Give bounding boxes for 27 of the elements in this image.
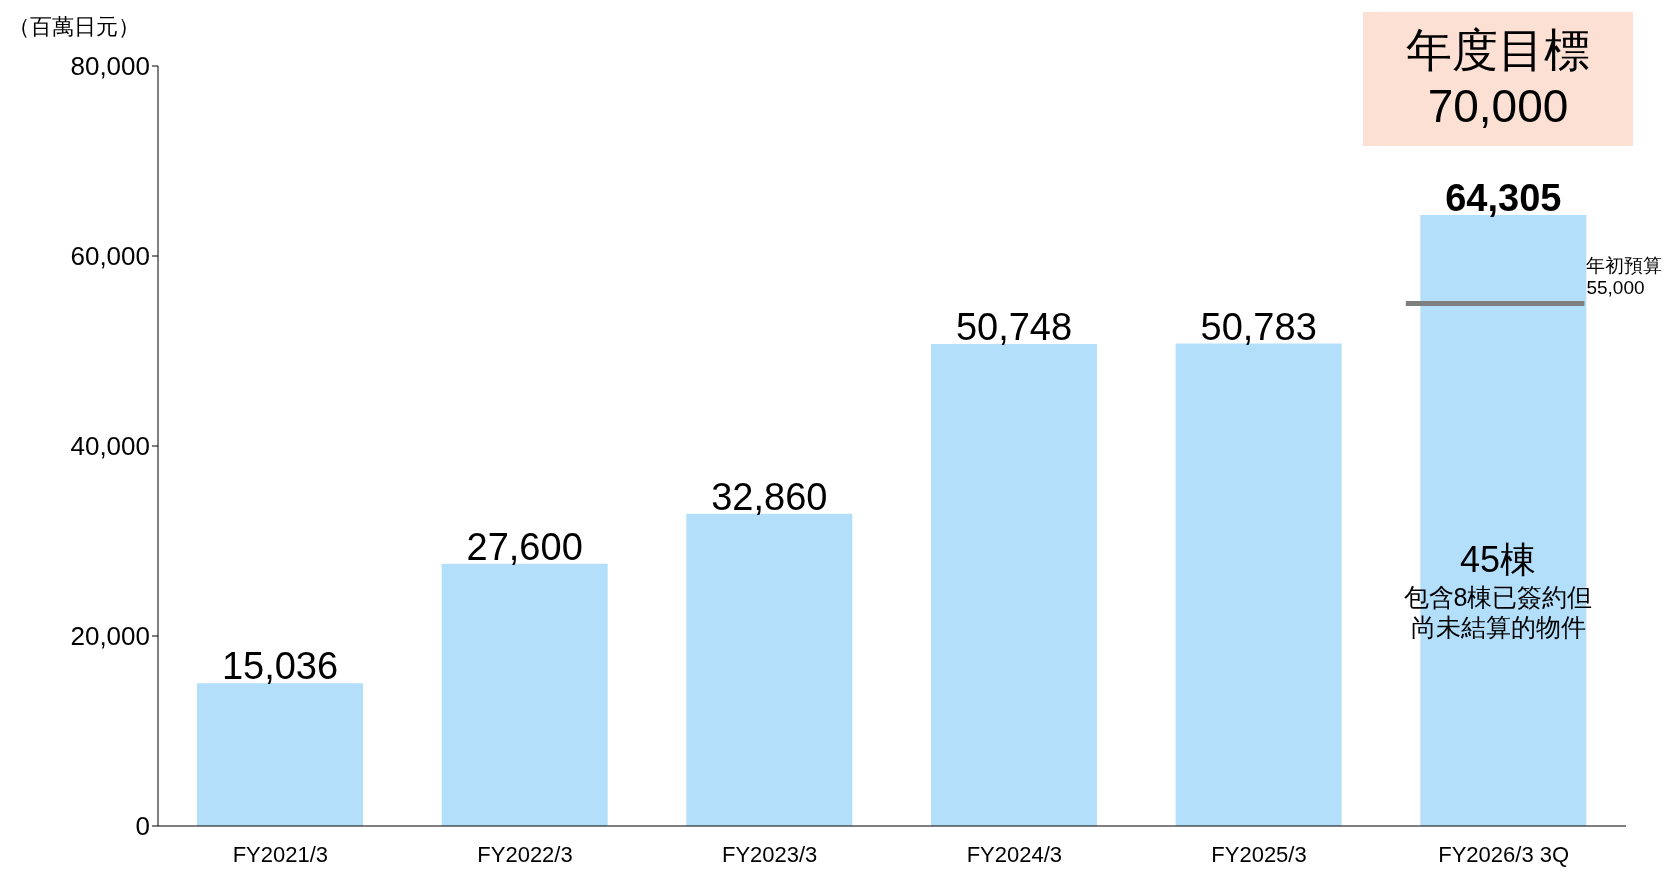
data-label: 50,748 (955, 305, 1073, 348)
y-tick-label: 60,000 (70, 241, 150, 272)
x-tick-label: FY2023/3 (721, 841, 818, 867)
y-axis-title: （百萬日元） (8, 13, 140, 41)
data-label: 50,783 (1200, 305, 1317, 348)
x-tick-label: FY2022/3 (477, 841, 573, 867)
x-tick-label: FY2026/3 3Q (1438, 841, 1570, 867)
bar (441, 563, 608, 826)
ref-line-label: 年初預算 55,000 (1586, 254, 1663, 299)
annotation: 包含8棟已簽約但尚未結算的物件 (1402, 582, 1594, 642)
annotation: 年度目標 70,000 (1363, 12, 1633, 146)
bar (931, 343, 1097, 826)
annotation: 45棟 (1458, 538, 1537, 582)
data-label: 27,600 (466, 525, 583, 568)
bar (1175, 343, 1342, 826)
data-label: 32,860 (711, 475, 828, 518)
y-tick-label: 80,000 (70, 51, 150, 82)
data-label: 64,305 (1445, 177, 1562, 220)
data-label: 15,036 (221, 645, 339, 688)
x-tick-label: FY2025/3 (1211, 841, 1307, 867)
y-tick-label: 40,000 (70, 431, 150, 462)
y-tick-label: 0 (135, 811, 150, 842)
x-tick-label: FY2021/3 (232, 841, 329, 867)
y-tick-label: 20,000 (70, 621, 150, 652)
x-tick-label: FY2024/3 (966, 841, 1063, 867)
bar (197, 683, 363, 826)
bar (686, 513, 853, 826)
